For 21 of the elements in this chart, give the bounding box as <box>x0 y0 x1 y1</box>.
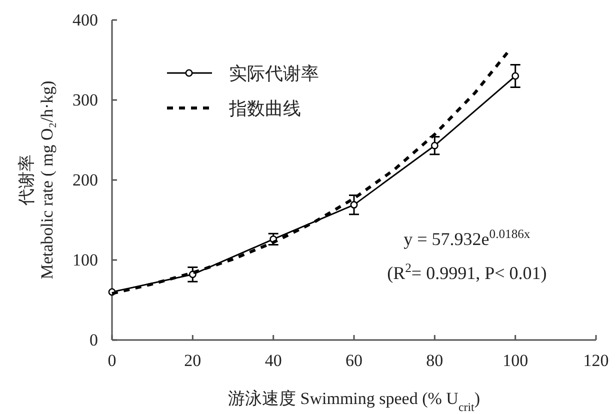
y-tick-label: 100 <box>72 250 98 270</box>
point <box>350 201 358 209</box>
y-tick-label: 300 <box>72 90 98 110</box>
annotation: (R$^{2}$= 0.9991, P< 0.01) <box>387 261 547 283</box>
x-tick-label: 60 <box>346 351 362 370</box>
x-tick-label: 100 <box>502 351 528 370</box>
point <box>512 72 520 80</box>
y-tick-label: 0 <box>90 330 98 350</box>
x-tick-label: 0 <box>108 351 116 370</box>
x-tick-label: 40 <box>264 351 282 370</box>
y-tick-label: 200 <box>72 170 98 190</box>
x-tick-label: 120 <box>583 351 609 370</box>
point <box>430 142 438 150</box>
x-tick-label: 80 <box>426 351 444 370</box>
legend-label: 指数曲线 <box>228 98 301 118</box>
y-tick-label: 400 <box>72 10 98 30</box>
legend-label: 实际代谢率 <box>229 63 319 84</box>
annotation: y = 57.932e$^{0.0186x}$ <box>404 227 531 249</box>
x-axis-title: 游泳速度 Swimming speed (% U$_{crit}$) <box>228 389 480 414</box>
x-tick-label: 20 <box>184 351 202 370</box>
y-axis-title: 代谢率 Metabolic rate ( mg O₂/h·kg) <box>17 80 56 280</box>
